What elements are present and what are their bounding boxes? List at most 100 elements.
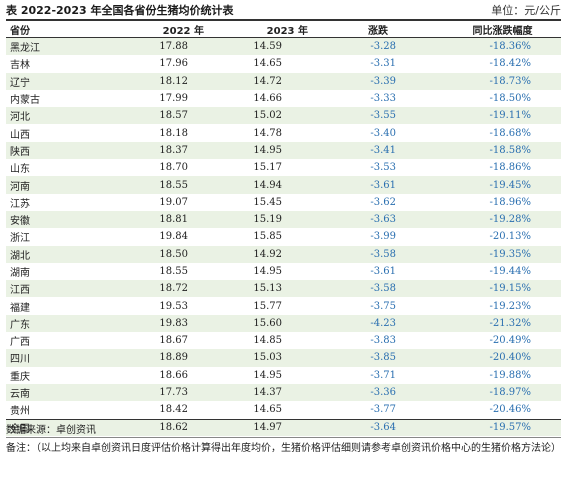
change-cell: -3.36 — [312, 383, 444, 402]
price-2022-cell: 17.99 — [114, 89, 208, 108]
table-row: 河北 18.57 15.02 -3.55 -19.11% — [6, 107, 561, 125]
price-2023-cell: 14.95 — [208, 366, 312, 384]
province-cell: 吉林 — [6, 55, 114, 73]
price-2023-cell: 14.78 — [208, 124, 312, 142]
price-2023-cell: 14.72 — [208, 72, 312, 90]
price-2023-cell: 14.95 — [208, 262, 312, 281]
change-cell: -3.64 — [312, 418, 444, 436]
price-2023-cell: 14.66 — [208, 89, 312, 108]
table-row: 山东 18.70 15.17 -3.53 -18.86% — [6, 159, 561, 177]
price-2023-cell: 15.85 — [208, 228, 312, 246]
price-2022-cell: 18.67 — [114, 332, 208, 350]
price-2023-cell: 15.03 — [208, 349, 312, 367]
province-cell: 河北 — [6, 107, 114, 125]
price-2022-cell: 19.84 — [114, 228, 208, 246]
province-cell: 安徽 — [6, 210, 114, 229]
header-yoy-percent: 同比涨跌幅度 — [444, 22, 561, 38]
province-cell: 陕西 — [6, 141, 114, 160]
yoy-percent-cell: -20.40% — [444, 349, 561, 367]
province-cell: 山东 — [6, 159, 114, 177]
price-2023-cell: 14.85 — [208, 332, 312, 350]
yoy-percent-cell: -18.96% — [444, 193, 561, 211]
table-header-row: 省份 2022 年 2023 年 涨跌 同比涨跌幅度 — [6, 22, 561, 38]
table-row: 河南 18.55 14.94 -3.61 -19.45% — [6, 176, 561, 194]
table-row: 江西 18.72 15.13 -3.58 -19.15% — [6, 280, 561, 298]
change-cell: -3.75 — [312, 297, 444, 315]
yoy-percent-cell: -19.57% — [444, 418, 561, 436]
price-2023-cell: 14.37 — [208, 383, 312, 402]
province-cell: 湖北 — [6, 245, 114, 263]
table-body: 黑龙江 17.88 14.59 -3.28 -18.36% 吉林 17.96 14.65 -3.… — [6, 37, 561, 436]
price-2022-cell: 17.73 — [114, 383, 208, 402]
price-2022-cell: 18.72 — [114, 280, 208, 298]
table-row: 吉林 17.96 14.65 -3.31 -18.42% — [6, 55, 561, 73]
price-2022-cell: 18.42 — [114, 401, 208, 419]
table-row: 内蒙古 17.99 14.66 -3.33 -18.50% — [6, 89, 561, 108]
price-2023-cell: 14.59 — [208, 37, 312, 56]
yoy-percent-cell: -19.28% — [444, 210, 561, 229]
price-2022-cell: 19.07 — [114, 193, 208, 211]
yoy-percent-cell: -19.11% — [444, 107, 561, 125]
price-2022-cell: 18.62 — [114, 418, 208, 436]
province-cell: 浙江 — [6, 228, 114, 246]
change-cell: -3.61 — [312, 262, 444, 281]
price-2022-cell: 18.57 — [114, 107, 208, 125]
price-2023-cell: 15.45 — [208, 193, 312, 211]
province-cell: 广西 — [6, 332, 114, 350]
change-cell: -3.31 — [312, 55, 444, 73]
table-row: 黑龙江 17.88 14.59 -3.28 -18.36% — [6, 37, 561, 56]
table-row: 山西 18.18 14.78 -3.40 -18.68% — [6, 124, 561, 142]
table-row: 全国 18.62 14.97 -3.64 -19.57% — [6, 418, 561, 436]
table-row: 四川 18.89 15.03 -3.85 -20.40% — [6, 349, 561, 367]
title-row: 表 2022-2023 年全国各省份生猪均价统计表 单位：元/公斤 — [6, 2, 561, 18]
yoy-percent-cell: -18.50% — [444, 89, 561, 108]
change-cell: -3.85 — [312, 349, 444, 367]
price-2022-cell: 19.83 — [114, 314, 208, 333]
unit-label: 单位：元/公斤 — [491, 4, 561, 17]
price-2022-cell: 18.12 — [114, 72, 208, 90]
price-2022-cell: 18.70 — [114, 159, 208, 177]
price-2022-cell: 18.81 — [114, 210, 208, 229]
yoy-percent-cell: -19.88% — [444, 366, 561, 384]
price-2022-cell: 18.50 — [114, 245, 208, 263]
change-cell: -3.77 — [312, 401, 444, 419]
note-rule — [6, 437, 561, 438]
change-cell: -3.55 — [312, 107, 444, 125]
change-cell: -3.99 — [312, 228, 444, 246]
price-2022-cell: 18.18 — [114, 124, 208, 142]
price-2023-cell: 14.65 — [208, 401, 312, 419]
province-cell: 四川 — [6, 349, 114, 367]
yoy-percent-cell: -20.49% — [444, 332, 561, 350]
table-row: 广西 18.67 14.85 -3.83 -20.49% — [6, 332, 561, 350]
header-2022: 2022 年 — [114, 22, 208, 38]
price-2022-cell: 18.66 — [114, 366, 208, 384]
province-cell: 黑龙江 — [6, 37, 114, 56]
province-cell: 广东 — [6, 314, 114, 333]
province-cell: 云南 — [6, 383, 114, 402]
table-row: 陕西 18.37 14.95 -3.41 -18.58% — [6, 141, 561, 160]
header-province: 省份 — [6, 22, 114, 38]
price-2023-cell: 14.65 — [208, 55, 312, 73]
price-2023-cell: 14.97 — [208, 418, 312, 436]
province-cell: 山西 — [6, 124, 114, 142]
change-cell: -3.40 — [312, 124, 444, 142]
price-2023-cell: 15.02 — [208, 107, 312, 125]
header-change: 涨跌 — [312, 22, 444, 38]
change-cell: -3.83 — [312, 332, 444, 350]
change-cell: -3.41 — [312, 141, 444, 160]
yoy-percent-cell: -18.97% — [444, 383, 561, 402]
table-row: 重庆 18.66 14.95 -3.71 -19.88% — [6, 366, 561, 384]
table-row: 湖南 18.55 14.95 -3.61 -19.44% — [6, 262, 561, 281]
price-2023-cell: 15.17 — [208, 159, 312, 177]
yoy-percent-cell: -18.36% — [444, 37, 561, 56]
price-2022-cell: 18.55 — [114, 176, 208, 194]
price-2023-cell: 15.60 — [208, 314, 312, 333]
table-row: 辽宁 18.12 14.72 -3.39 -18.73% — [6, 72, 561, 90]
yoy-percent-cell: -19.35% — [444, 245, 561, 263]
footnote: 备注：（以上均来自卓创资讯日度评估价格计算得出年度均价，生猪价格评估细则请参考卓… — [6, 443, 561, 454]
yoy-percent-cell: -19.15% — [444, 280, 561, 298]
table-title: 表 2022-2023 年全国各省份生猪均价统计表 — [6, 4, 234, 17]
province-cell: 贵州 — [6, 401, 114, 419]
price-2023-cell: 14.92 — [208, 245, 312, 263]
price-table: 省份 2022 年 2023 年 涨跌 同比涨跌幅度 黑龙江 17.88 14.59… — [6, 22, 561, 436]
